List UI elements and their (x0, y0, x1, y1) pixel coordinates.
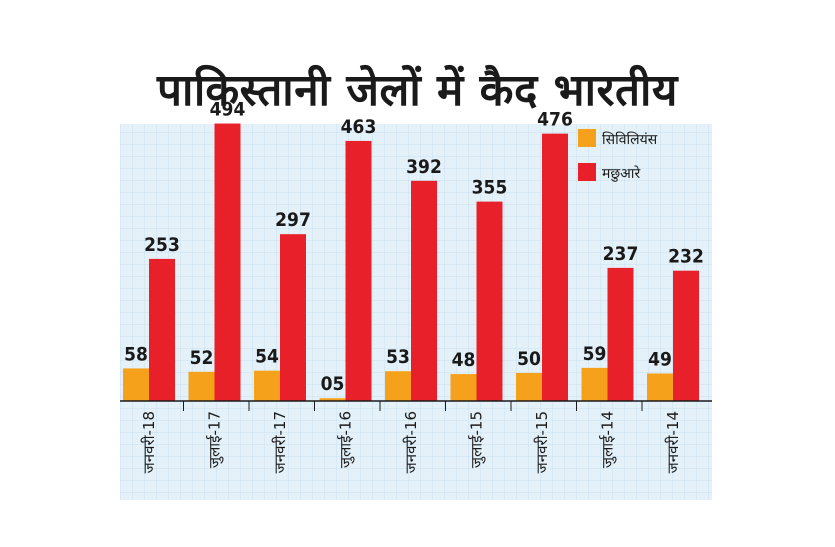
value-label-civilians-1: 52 (190, 347, 214, 369)
value-label-civilians-0: 58 (124, 343, 148, 365)
value-label-civilians-7: 59 (583, 343, 607, 365)
value-label-civilians-8: 49 (648, 348, 672, 370)
value-label-fishermen-8: 232 (668, 246, 704, 268)
x-tick-label-0: जनवरी-18 (140, 411, 158, 473)
x-tick-label-3: जुलाई-16 (337, 411, 356, 468)
value-label-fishermen-6: 476 (537, 109, 573, 131)
x-tick-label-2: जनवरी-17 (271, 411, 289, 473)
x-tick-label-4: जनवरी-16 (402, 411, 420, 473)
bar-civilians-8 (647, 373, 673, 401)
x-tick-label-5: जुलाई-15 (468, 411, 487, 468)
bar-fishermen-8 (673, 270, 699, 401)
bar-civilians-3 (319, 398, 346, 401)
value-label-civilians-5: 48 (452, 349, 476, 371)
bar-fishermen-5 (476, 201, 503, 401)
value-label-civilians-6: 50 (517, 348, 541, 370)
bar-fishermen-3 (345, 140, 372, 401)
legend-label-civilians: सिविलियंस (602, 131, 658, 148)
bar-civilians-5 (450, 374, 477, 401)
bar-fishermen-7 (607, 267, 634, 401)
bar-fishermen-6 (542, 133, 568, 401)
legend-label-fishermen: मछुआरे (602, 165, 640, 182)
x-ticks-layer: जनवरी-18 जुलाई-17 जनवरी-17 जुलाई-16 जनवरी-16… (140, 401, 682, 473)
legend: सिविलियंस मछुआरे (578, 129, 658, 182)
value-label-civilians-3: 05 (321, 373, 345, 395)
value-label-civilians-4: 53 (386, 346, 410, 368)
x-tick-label-6: जनवरी-15 (533, 411, 551, 473)
bar-civilians-1 (188, 371, 215, 401)
value-label-fishermen-5: 355 (472, 177, 508, 199)
value-label-fishermen-4: 392 (406, 156, 442, 178)
bar-fishermen-1 (214, 123, 241, 401)
bars-layer: 58 253 52 494 54 297 05 463 53 392 48 355 50 476 59 237… (123, 99, 704, 401)
value-label-civilians-2: 54 (255, 346, 279, 368)
chart-title: पाकिस्तानी जेलों में कैद भारतीय (157, 65, 678, 116)
bar-civilians-2 (254, 370, 280, 401)
bar-civilians-0 (123, 368, 149, 401)
value-label-fishermen-7: 237 (603, 243, 639, 265)
bar-fishermen-0 (149, 258, 175, 401)
bar-civilians-4 (385, 371, 411, 401)
legend-swatch-civilians (578, 129, 596, 147)
bar-civilians-7 (581, 367, 608, 401)
value-label-fishermen-0: 253 (144, 234, 180, 256)
bar-fishermen-2 (280, 234, 306, 401)
x-tick-label-7: जुलाई-14 (599, 411, 618, 468)
bar-fishermen-4 (411, 180, 437, 401)
bar-civilians-6 (516, 372, 542, 401)
x-tick-label-8: जनवरी-14 (664, 411, 682, 473)
x-tick-label-1: जुलाई-17 (206, 411, 225, 468)
value-label-fishermen-3: 463 (341, 116, 377, 138)
legend-swatch-fishermen (578, 163, 596, 181)
value-label-fishermen-2: 297 (275, 209, 311, 231)
value-label-fishermen-1: 494 (210, 99, 246, 121)
